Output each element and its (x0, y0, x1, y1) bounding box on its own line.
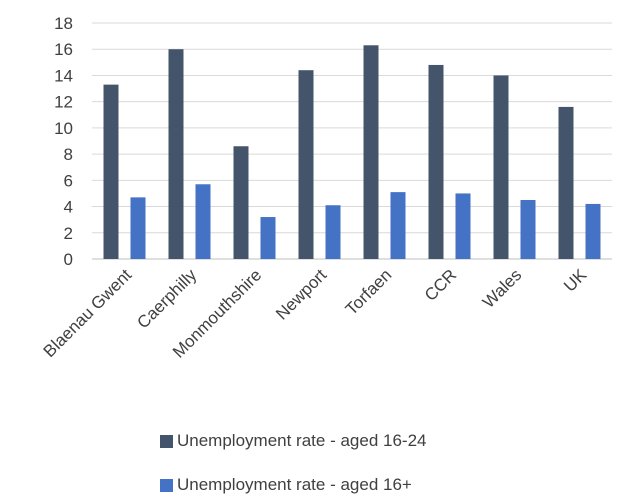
legend-label-16-plus: Unemployment rate - aged 16+ (177, 475, 412, 494)
x-category-label: Wales (479, 265, 525, 311)
legend-label-16-24: Unemployment rate - aged 16-24 (177, 431, 427, 450)
x-category-label: Newport (272, 265, 330, 323)
y-tick-label: 8 (64, 145, 73, 164)
bar-16-plus (455, 193, 471, 259)
y-tick-label: 16 (54, 40, 73, 59)
y-tick-label: 0 (64, 250, 73, 269)
bar-16-24 (428, 64, 444, 259)
bar-16-plus (520, 200, 536, 259)
bar-16-24 (233, 146, 249, 259)
bar-16-plus (260, 217, 276, 259)
bar-16-24 (493, 75, 509, 259)
legend-item-16-24: Unemployment rate - aged 16-24 (160, 431, 426, 451)
y-tick-label: 2 (64, 224, 73, 243)
bar-16-24 (558, 106, 574, 260)
x-category-label: UK (560, 265, 591, 296)
bar-16-plus (325, 205, 341, 259)
x-category-label: Torfaen (342, 265, 396, 319)
x-category-label: CCR (421, 265, 460, 304)
bar-16-plus (390, 192, 406, 259)
y-axis-ticks: 0 2 4 6 8 10 12 14 16 18 (54, 14, 73, 269)
bar-chart: 0 2 4 6 8 10 12 14 16 18 Blaenau GwentCaerphillyM… (40, 14, 612, 362)
y-tick-label: 10 (54, 119, 73, 138)
bar-16-24 (298, 70, 314, 259)
legend-swatch-16-24 (160, 434, 173, 448)
bar-16-24 (168, 49, 184, 259)
bar-16-plus (195, 184, 211, 259)
x-category-label: Caerphilly (133, 265, 200, 332)
bar-16-24 (363, 45, 379, 260)
bar-16-24 (103, 84, 119, 259)
bars (103, 45, 601, 260)
y-tick-label: 18 (54, 14, 73, 33)
y-tick-label: 12 (54, 93, 73, 112)
legend-swatch-16-plus (160, 478, 173, 492)
y-tick-label: 4 (64, 198, 73, 217)
legend-item-16-plus: Unemployment rate - aged 16+ (160, 475, 412, 495)
x-category-label: Blaenau Gwent (40, 265, 136, 361)
bar-16-plus (130, 197, 146, 259)
bar-16-plus (585, 203, 601, 259)
y-tick-label: 14 (54, 66, 73, 85)
y-tick-label: 6 (64, 171, 73, 190)
